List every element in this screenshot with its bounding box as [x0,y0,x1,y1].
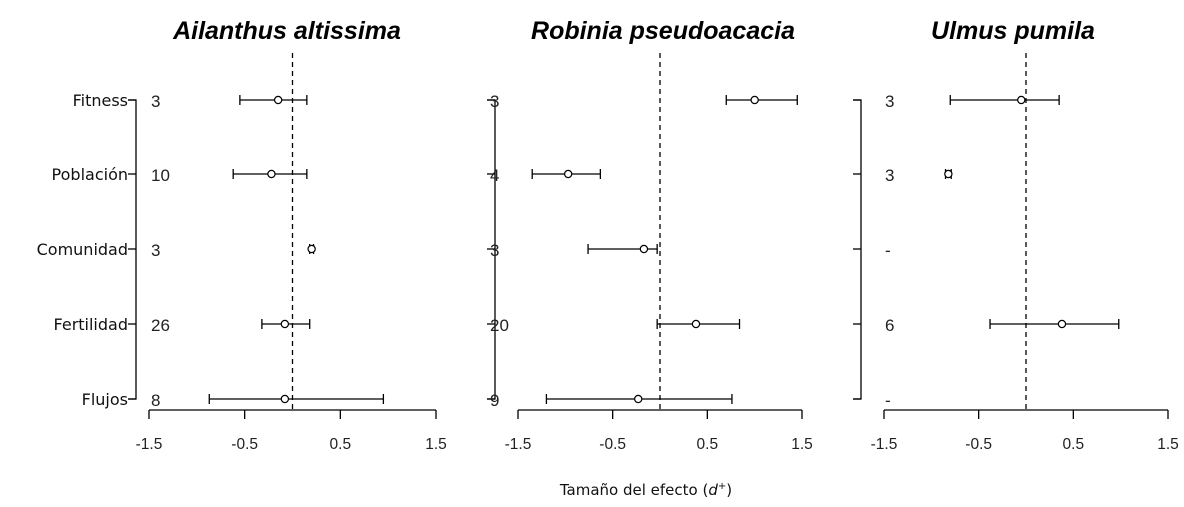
estimate-1 [725,95,798,105]
category-label-2: Población [52,165,128,184]
point-estimate [1057,319,1067,329]
category-label-1: Fitness [73,91,128,110]
point-estimate [563,169,573,179]
point-estimate [691,319,701,329]
point-estimate [639,244,649,254]
sample-size-label: 9 [490,391,499,410]
sample-size-label: 8 [151,391,160,410]
sample-size-label: 3 [151,241,160,260]
estimate-3 [307,244,316,254]
estimate-1 [949,95,1060,105]
panel-2: -1.5 -0.5 0.5 1.5 3 4 3 20 9 [487,53,813,453]
point-estimate [267,169,276,179]
x-tick-label: 0.5 [697,436,719,453]
sample-size-label: 3 [151,92,160,111]
x-tick-label: -1.5 [871,436,898,453]
estimate-2 [531,169,602,179]
x-axis-title-open: ( [698,481,709,499]
point-estimate [750,95,759,105]
sample-size-label: 6 [885,316,894,335]
sample-size-label: 4 [490,166,499,185]
estimate-2 [232,169,308,179]
panel-title-3: Ulmus pumila [931,17,1095,45]
x-axis-title-symbol: d [708,481,718,499]
estimate-4 [989,319,1120,329]
panel-title-1: Ailanthus altissima [172,17,401,45]
x-tick-label: 0.5 [330,436,352,453]
estimate-4 [261,319,311,329]
x-axis-title-close: ) [726,481,732,499]
sample-size-label: - [885,241,891,260]
point-estimate [944,169,953,179]
sample-size-label: 3 [885,92,894,111]
point-estimate [273,95,283,105]
panels-layer: Fitness Población Comunidad Fertilidad Flujo… [37,53,1179,453]
x-tick-label: 1.5 [791,436,813,453]
x-tick-label: -1.5 [136,436,163,453]
sample-size-label: 26 [151,316,170,335]
panel-title-2: Robinia pseudoacacia [531,17,795,45]
panel-1: -1.5 -0.5 0.5 1.5 3 10 3 26 8 [128,53,447,453]
x-axis-title: Tamaño del efecto (d+) [559,481,732,499]
x-tick-label: 0.5 [1063,436,1085,453]
sample-size-label: 20 [490,316,509,335]
sample-size-label: 3 [490,241,499,260]
x-tick-label: 1.5 [425,436,447,453]
estimate-5 [545,394,733,404]
panel-3: -1.5 -0.5 0.5 1.5 3 3 - 6 - [853,53,1179,453]
estimate-2 [944,169,953,179]
point-estimate [280,394,290,404]
x-tick-label: -0.5 [965,436,992,453]
category-label-3: Comunidad [37,240,128,259]
x-axis-title-text: Tamaño del efecto [559,481,698,499]
x-tick-label: 1.5 [1157,436,1179,453]
x-tick-label: -1.5 [505,436,532,453]
x-tick-label: -0.5 [231,436,258,453]
x-axis-title-sup: + [718,481,726,492]
estimate-1 [239,95,308,105]
sample-size-label: 3 [490,92,499,111]
point-estimate [280,319,290,329]
estimate-4 [656,319,741,329]
point-estimate [634,394,643,404]
panel-titles: Ailanthus altissima Robinia pseudoacacia… [172,17,1095,45]
sample-size-label: - [885,391,891,410]
sample-size-label: 3 [885,166,894,185]
estimate-5 [208,394,385,404]
sample-size-label: 10 [151,166,170,185]
category-label-4: Fertilidad [54,315,128,334]
estimate-3 [587,244,658,254]
category-label-5: Flujos [82,390,128,409]
point-estimate [1017,95,1026,105]
x-tick-label: -0.5 [599,436,626,453]
point-estimate [307,244,316,254]
